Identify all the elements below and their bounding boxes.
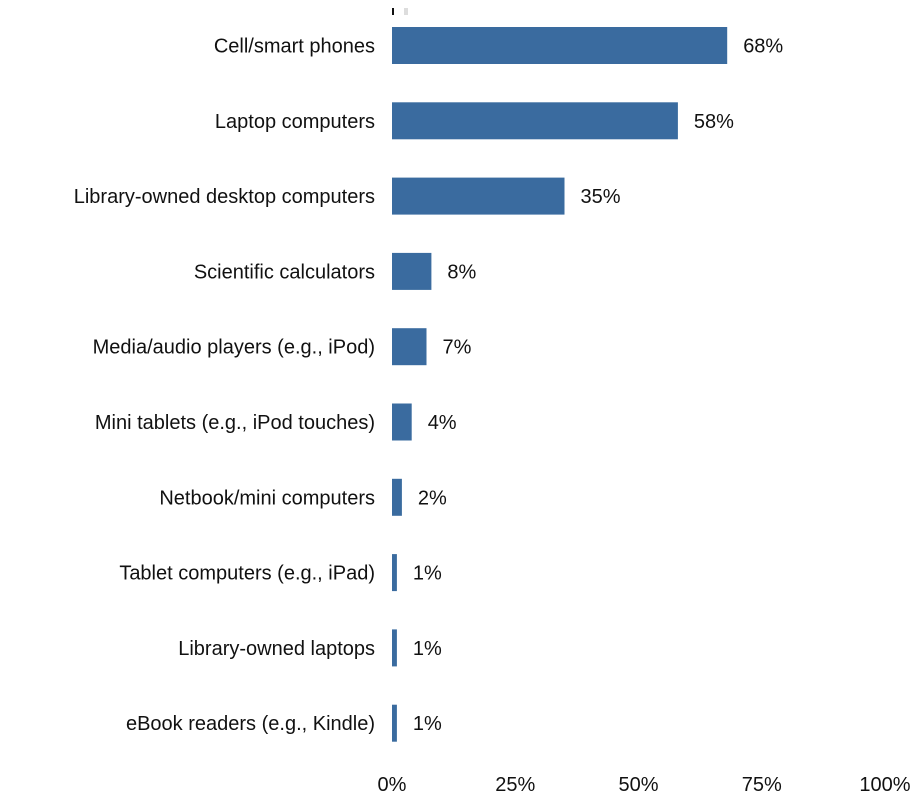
value-label: 8% [447, 261, 476, 283]
value-label: 58% [694, 111, 734, 133]
bars-layer [392, 27, 728, 742]
value-label: 1% [413, 713, 442, 735]
value-label: 35% [581, 186, 621, 208]
bar [392, 704, 397, 742]
category-label: eBook readers (e.g., Kindle) [126, 713, 375, 735]
x-axis: 0% 25% 50% 75% 100% [378, 774, 911, 796]
bar [392, 252, 432, 290]
x-tick-label: 75% [742, 774, 782, 796]
bar [392, 629, 397, 667]
bar-chart-decoration [392, 8, 408, 15]
value-label: 4% [428, 412, 457, 434]
category-label: Cell/smart phones [214, 36, 375, 58]
value-label: 7% [443, 337, 472, 359]
category-label: Mini tablets (e.g., iPod touches) [95, 412, 375, 434]
category-label: Scientific calculators [194, 261, 375, 283]
bar [392, 27, 728, 64]
bar [392, 478, 402, 516]
bar [392, 102, 678, 140]
category-label: Laptop computers [215, 111, 375, 133]
category-label: Netbook/mini computers [159, 487, 375, 509]
category-label: Tablet computers (e.g., iPad) [119, 563, 375, 585]
top-mark-dark [392, 8, 394, 15]
value-label: 1% [413, 638, 442, 660]
value-label: 1% [413, 563, 442, 585]
x-tick-label: 100% [859, 774, 910, 796]
bar [392, 554, 397, 592]
bar [392, 177, 565, 215]
category-label: Library-owned desktop computers [74, 186, 375, 208]
category-label: Media/audio players (e.g., iPod) [93, 337, 375, 359]
x-tick-label: 25% [495, 774, 535, 796]
top-mark-light [404, 8, 408, 15]
x-tick-label: 0% [378, 774, 407, 796]
x-tick-label: 50% [618, 774, 658, 796]
value-labels-layer: 68% 58% 35% 8% 7% 4% 2% 1% 1% 1% [413, 36, 784, 736]
bar [392, 328, 427, 366]
value-label: 68% [743, 36, 783, 58]
category-label: Library-owned laptops [178, 638, 375, 660]
value-label: 2% [418, 487, 447, 509]
bar [392, 403, 412, 441]
category-labels-layer: Cell/smart phones Laptop computers Library… [74, 36, 375, 736]
